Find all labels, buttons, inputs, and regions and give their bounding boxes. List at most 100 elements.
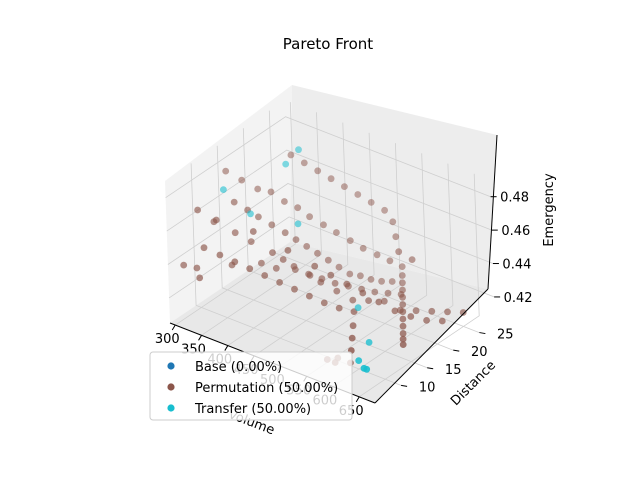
data-point-series-1	[357, 272, 364, 280]
data-point-series-1	[438, 317, 446, 325]
data-point-series-1	[378, 277, 385, 285]
data-point-series-1	[359, 244, 367, 252]
data-point-series-1	[287, 151, 295, 159]
chart-title: Pareto Front	[283, 35, 374, 53]
data-point-series-2	[294, 220, 302, 228]
data-point-series-1	[399, 335, 407, 343]
data-point-series-1	[399, 315, 407, 323]
data-point-series-1	[395, 248, 403, 256]
data-point-series-2	[365, 339, 373, 346]
data-point-series-1	[230, 198, 238, 206]
data-point-series-1	[268, 221, 276, 229]
data-point-series-1	[333, 229, 340, 236]
z-gridline	[167, 183, 494, 265]
data-point-series-1	[269, 249, 276, 256]
x-gridline	[175, 102, 296, 326]
data-point-series-1	[444, 308, 451, 316]
legend-box	[149, 351, 353, 421]
y-axis-line	[374, 288, 489, 404]
data-point-series-1	[180, 261, 188, 269]
data-point-series-1	[200, 244, 208, 252]
data-point-series-1	[314, 249, 321, 257]
data-point-series-1	[375, 298, 383, 306]
y-tick-mark	[479, 332, 486, 335]
x-gridline	[358, 173, 480, 398]
data-point-series-1	[281, 229, 289, 237]
data-point-series-1	[423, 317, 430, 324]
data-point-series-1	[311, 262, 319, 270]
data-point-series-1	[249, 228, 257, 235]
x-gridline	[332, 163, 454, 387]
data-point-series-1	[388, 278, 396, 285]
legend-marker	[167, 383, 175, 391]
data-point-series-1	[349, 296, 357, 304]
data-point-series-1	[348, 334, 356, 342]
legend-marker	[167, 362, 175, 370]
data-point-series-1	[281, 198, 288, 205]
z-tick-label: 0.48	[500, 191, 529, 206]
x-tick-mark	[198, 335, 202, 341]
y-tick-label: 15	[445, 363, 462, 378]
scatter-points	[180, 146, 467, 373]
data-point-series-1	[261, 272, 269, 279]
data-point-series-2	[355, 357, 363, 364]
data-point-series-1	[314, 167, 322, 175]
data-point-series-1	[247, 238, 255, 246]
axes-panes	[165, 85, 497, 403]
data-point-series-1	[384, 289, 392, 297]
data-point-series-1	[399, 301, 407, 308]
data-point-series-1	[346, 270, 354, 278]
data-point-series-2	[247, 210, 254, 218]
data-point-series-1	[276, 279, 283, 286]
data-point-series-1	[333, 287, 341, 295]
data-point-series-1	[238, 176, 246, 184]
pane-left	[165, 85, 292, 323]
data-point-series-1	[398, 263, 406, 270]
data-point-series-1	[324, 256, 332, 264]
data-point-series-1	[335, 263, 343, 271]
y-gridline	[216, 145, 428, 369]
data-point-series-1	[346, 237, 354, 245]
y-tick-label: 25	[497, 328, 514, 343]
data-point-series-2	[354, 304, 362, 312]
data-point-series-1	[254, 185, 262, 193]
y-tick-mark	[453, 349, 460, 352]
data-point-series-1	[399, 330, 407, 337]
data-point-series-1	[320, 221, 327, 229]
data-point-series-1	[292, 236, 300, 244]
data-point-series-1	[246, 265, 254, 273]
legend-label: Transfer (50.00%)	[194, 402, 311, 417]
data-point-series-1	[193, 264, 201, 272]
data-point-series-1	[349, 322, 357, 330]
data-point-series-1	[380, 297, 388, 305]
y-tick-mark	[401, 384, 408, 387]
data-point-series-1	[367, 199, 375, 206]
data-point-series-1	[398, 272, 406, 279]
y-tick-label: 20	[471, 345, 488, 360]
data-point-series-1	[279, 256, 287, 263]
x-tick-mark	[224, 345, 229, 351]
data-point-series-1	[367, 276, 375, 283]
data-point-series-1	[399, 308, 407, 316]
data-point-series-1	[300, 159, 308, 167]
data-point-series-1	[327, 271, 335, 279]
data-point-series-1	[428, 307, 436, 315]
pane-back	[290, 85, 497, 289]
data-point-series-1	[459, 309, 467, 316]
data-point-series-1	[412, 307, 420, 315]
data-point-series-1	[408, 256, 416, 263]
data-point-series-1	[294, 204, 302, 212]
data-point-series-1	[272, 264, 280, 272]
x-tick-mark	[171, 324, 176, 331]
data-point-series-1	[267, 188, 275, 196]
data-point-series-1	[255, 213, 262, 221]
data-point-series-2	[282, 160, 290, 168]
data-point-series-1	[306, 213, 313, 221]
data-point-series-1	[291, 285, 298, 293]
data-point-series-1	[397, 291, 405, 298]
legend: Base (0.00%) Permutation (50.00%) Transfer…	[149, 351, 353, 421]
z-gridline	[166, 149, 492, 232]
legend-label: Permutation (50.00%)	[195, 381, 338, 396]
data-point-series-1	[222, 167, 230, 175]
